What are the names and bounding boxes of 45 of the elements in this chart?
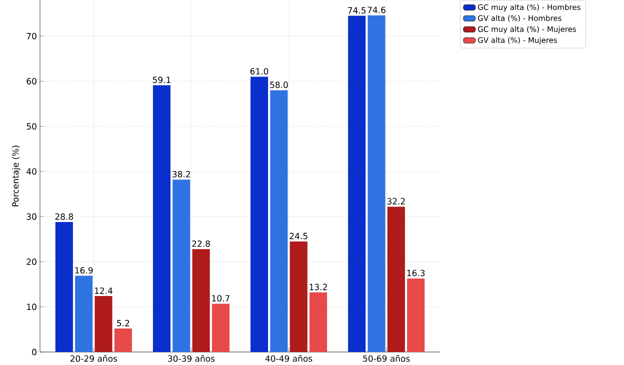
data-label: 32.2 bbox=[387, 198, 405, 204]
x-tick-label: 40-49 años bbox=[265, 355, 312, 362]
data-label: 10.7 bbox=[212, 295, 230, 302]
data-label: 74.6 bbox=[368, 6, 386, 14]
y-tick-label: 60 bbox=[26, 78, 36, 84]
bar bbox=[75, 276, 93, 352]
y-tick-label: 0 bbox=[32, 348, 36, 356]
bar bbox=[407, 278, 425, 352]
data-label: 22.8 bbox=[192, 240, 210, 247]
y-tick-label: 70 bbox=[26, 32, 36, 40]
y-tick-label: 40 bbox=[26, 168, 36, 175]
bar bbox=[192, 249, 210, 352]
bar bbox=[387, 206, 405, 352]
y-axis-title: Porcentaje (%) bbox=[12, 146, 20, 206]
bar bbox=[270, 90, 288, 352]
data-label: 24.5 bbox=[290, 232, 308, 240]
data-label: 28.8 bbox=[55, 213, 74, 220]
data-label: 59.1 bbox=[152, 76, 170, 84]
bar bbox=[348, 16, 366, 352]
y-tick-label: 30 bbox=[26, 213, 36, 220]
bar bbox=[310, 292, 328, 352]
y-tick-label: 20 bbox=[26, 258, 36, 265]
x-tick-label: 20-29 años bbox=[70, 355, 118, 362]
data-label: 13.2 bbox=[310, 284, 327, 290]
data-label: 5.2 bbox=[117, 320, 130, 326]
data-label: 12.4 bbox=[94, 288, 112, 294]
bar bbox=[152, 85, 170, 352]
data-label: 58.0 bbox=[270, 82, 288, 88]
bar bbox=[55, 222, 73, 352]
y-tick-label: 10 bbox=[27, 304, 36, 310]
bar bbox=[94, 296, 112, 352]
bar bbox=[172, 180, 190, 352]
data-label: 74.5 bbox=[348, 7, 366, 14]
data-label: 38.2 bbox=[172, 170, 190, 178]
bar bbox=[368, 15, 386, 352]
bar bbox=[212, 304, 230, 352]
data-label: 61.0 bbox=[250, 68, 268, 75]
bar bbox=[290, 241, 308, 352]
bar bbox=[250, 76, 268, 352]
data-label: 16.9 bbox=[75, 267, 93, 274]
bar bbox=[114, 328, 132, 352]
data-label: 16.3 bbox=[407, 270, 425, 276]
y-tick-label: 50 bbox=[26, 123, 36, 130]
x-tick-label: 30-39 años bbox=[168, 355, 215, 362]
x-tick-label: 50-69 años bbox=[363, 355, 410, 362]
